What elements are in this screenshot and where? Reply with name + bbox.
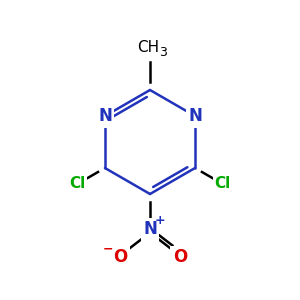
- Text: −: −: [103, 242, 113, 256]
- Text: Cl: Cl: [214, 176, 231, 191]
- Text: +: +: [155, 214, 165, 227]
- Text: N: N: [143, 220, 157, 238]
- Text: O: O: [173, 248, 187, 266]
- Text: Cl: Cl: [69, 176, 85, 191]
- Text: CH: CH: [137, 40, 159, 56]
- Text: N: N: [188, 107, 202, 125]
- Text: 3: 3: [159, 46, 167, 59]
- Text: N: N: [98, 107, 112, 125]
- Text: O: O: [113, 248, 127, 266]
